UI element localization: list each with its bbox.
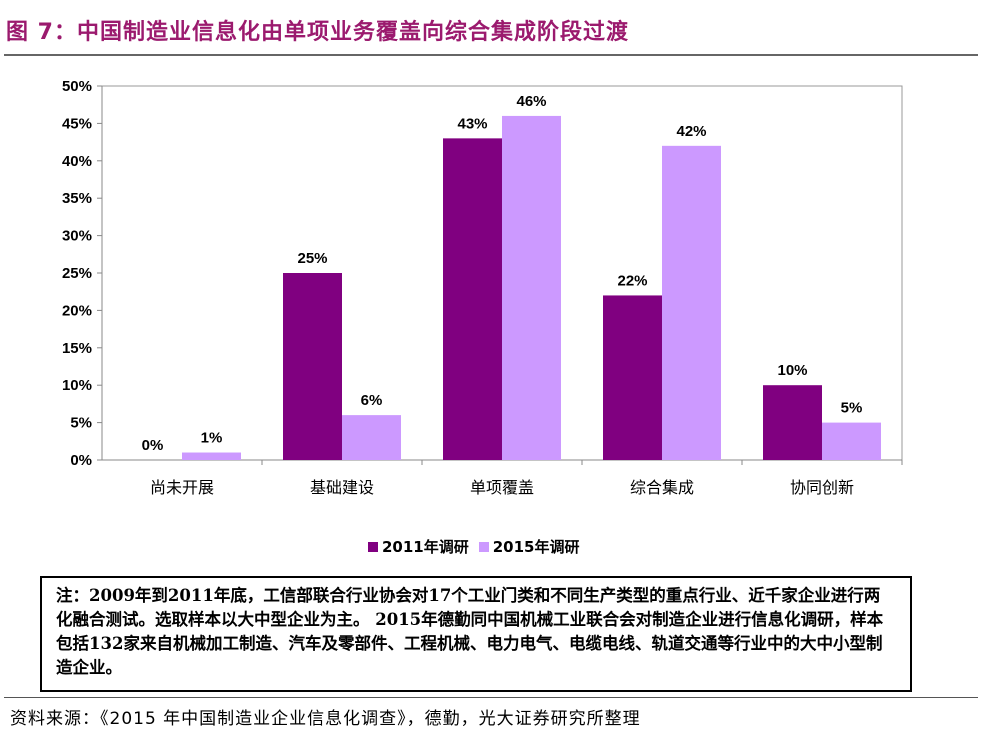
data-label: 0% <box>142 437 164 454</box>
source-divider <box>4 697 978 698</box>
x-tick-label: 协同创新 <box>790 478 854 497</box>
bar-2011-3 <box>603 295 662 460</box>
legend-label-2015: 2015年调研 <box>492 538 580 556</box>
data-label: 46% <box>516 93 546 110</box>
legend-swatch-2015 <box>478 541 489 552</box>
data-label: 5% <box>841 400 863 417</box>
x-tick-label: 基础建设 <box>310 478 374 497</box>
y-tick-label: 0% <box>70 452 92 469</box>
x-tick-label: 单项覆盖 <box>470 478 534 497</box>
y-tick-label: 45% <box>62 115 92 132</box>
bar-chart: 0% 5% 10% 15% 20% 25% 30% 35% 40% 45% 50% 0% 1% 尚未开展 2… <box>62 78 903 497</box>
bar-2011-2 <box>443 138 502 461</box>
y-tick-label: 40% <box>62 153 92 170</box>
figure-title: 图 7：中国制造业信息化由单项业务覆盖向综合集成阶段过渡 <box>6 20 629 45</box>
data-label: 43% <box>457 115 487 132</box>
y-tick-label: 35% <box>62 190 92 207</box>
y-tick-label: 30% <box>62 228 92 245</box>
y-tick-label: 10% <box>62 377 92 394</box>
data-label: 6% <box>361 392 383 409</box>
bar-2011-4 <box>763 385 822 460</box>
bar-2015-3 <box>662 145 721 460</box>
y-tick-label: 20% <box>62 302 92 319</box>
bar-2015-4 <box>822 422 881 460</box>
data-label: 42% <box>676 123 706 140</box>
chart-legend: 2011年调研 2015年调研 <box>368 536 580 557</box>
bar-2015-0 <box>182 452 241 460</box>
y-tick-label: 25% <box>62 265 92 282</box>
note-box: 注：2009年到2011年底，工信部联合行业协会对17个工业门类和不同生产类型的… <box>40 576 912 692</box>
bar-2015-1 <box>342 415 401 460</box>
data-label: 22% <box>617 272 647 289</box>
y-tick-label: 50% <box>62 78 92 95</box>
note-text: 注：2009年到2011年底，工信部联合行业协会对17个工业门类和不同生产类型的… <box>56 586 884 677</box>
legend-item-2015: 2015年调研 <box>478 536 580 557</box>
bar-2015-2 <box>502 115 561 461</box>
title-divider <box>4 54 978 56</box>
data-label: 10% <box>777 362 807 379</box>
bar-2011-1 <box>283 273 342 460</box>
source-text: 资料来源：《2015 年中国制造业企业信息化调查》，德勤，光大证券研究所整理 <box>10 709 641 729</box>
y-tick-label: 15% <box>62 340 92 357</box>
legend-item-2011: 2011年调研 <box>368 536 469 557</box>
legend-label-2011: 2011年调研 <box>382 538 469 556</box>
x-tick-label: 综合集成 <box>630 478 694 497</box>
legend-swatch-2011 <box>368 541 378 552</box>
data-label: 1% <box>201 430 223 447</box>
y-tick-label: 5% <box>70 415 92 432</box>
x-tick-label: 尚未开展 <box>150 478 214 497</box>
data-label: 25% <box>297 250 327 267</box>
